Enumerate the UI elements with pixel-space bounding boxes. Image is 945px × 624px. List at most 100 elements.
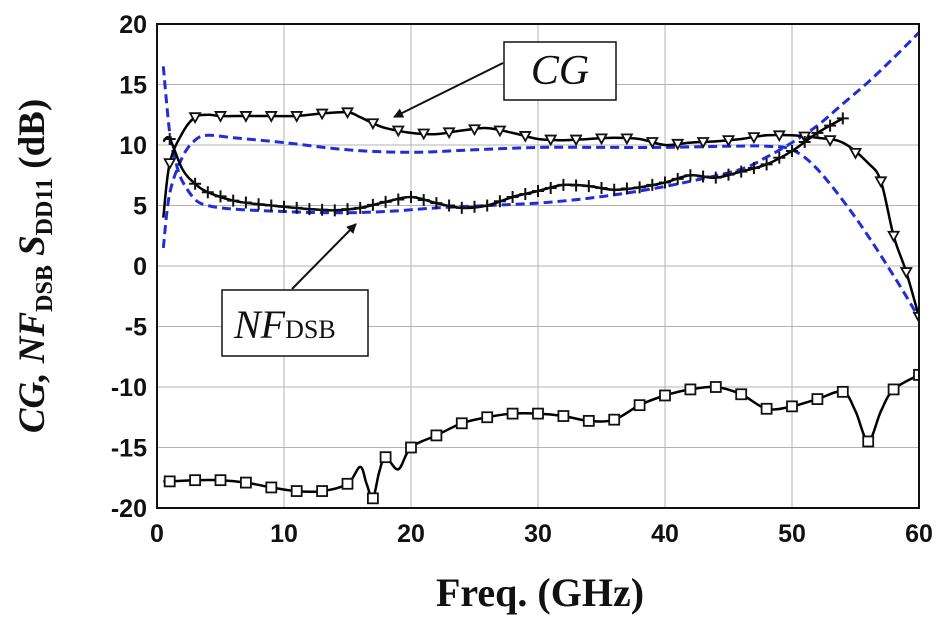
data-point [772,130,786,143]
nf-annotation-arrow [291,223,357,290]
data-point [557,410,570,422]
data-point [430,429,443,442]
x-tick-label: 50 [778,520,806,548]
data-point [747,132,761,144]
data-point [786,400,798,413]
y-tick-label: -20 [111,495,147,523]
data-point [557,178,570,191]
data-point [340,107,355,120]
data-point [671,172,684,185]
data-point [887,230,901,243]
data-point [163,475,176,488]
data-point [430,197,443,210]
data-point [798,135,811,148]
data-point [518,131,532,143]
data-point [912,311,919,324]
data-point [252,198,265,211]
data-point [874,176,888,189]
data-point [519,188,532,201]
data-point [468,200,481,213]
data-point [316,485,329,497]
data-point [405,191,417,204]
data-point [721,135,736,148]
data-point [735,388,748,401]
data-point [391,125,405,138]
data-point [532,184,544,197]
data-point [315,108,329,121]
x-tick-label: 20 [397,520,425,548]
data-point [442,127,456,140]
data-point [582,414,595,427]
data-point [366,118,380,131]
data-point [189,474,202,487]
x-tick-label: 30 [524,520,552,548]
data-point [595,181,608,194]
data-point [913,368,919,381]
data-point [608,183,621,196]
data-point [379,451,392,464]
grid [157,24,919,508]
data-point [189,177,202,190]
data-point [443,199,456,212]
data-point [684,383,697,396]
data-point [239,111,253,123]
measured-curve-plus [162,117,844,212]
nf-annotation-box [221,289,369,357]
data-point [709,171,722,184]
data-point [493,125,507,138]
data-point [265,481,278,494]
data-point [899,267,913,279]
data-point [659,176,671,189]
data-point [214,474,227,487]
data-point [620,133,634,146]
data-point [417,128,431,141]
y-tick-label: 20 [119,11,147,39]
data-point [316,203,329,216]
data-point [188,112,202,125]
data-point [290,485,303,497]
data-point [341,477,354,490]
y-tick-label: -5 [125,314,147,342]
data-point [239,196,252,209]
data-point [544,134,558,147]
x-tick-label: 60 [905,520,933,548]
data-point [290,111,304,123]
data-point [823,135,837,148]
nf-annotation: NFDSB [221,223,369,357]
y-tick-label: -15 [111,435,147,463]
data-point [455,201,468,214]
data-point [366,492,379,505]
data-point [633,181,646,194]
data-point [467,124,482,137]
tick-labels: 0 10 20 30 40 50 60 -20 -15 -10 -5 0 5 10 15 20 [111,11,933,548]
data-point [392,193,405,206]
data-point [620,182,633,195]
data-point [760,402,773,415]
data-point [213,111,228,123]
y-axis-title: CG, NFDSB SDD11 (dB) [12,99,58,433]
y-tick-label: 10 [119,132,147,160]
data-point [506,407,519,420]
data-point [747,161,760,174]
x-axis-title: Freq. (GHz) [436,570,644,615]
data-point [887,383,900,396]
data-point [328,204,341,217]
data-point [594,133,609,146]
data-point [532,407,544,420]
cg-annotation: CG [393,41,617,118]
data-point [645,137,659,149]
data-point [163,132,176,145]
data-point [366,198,379,211]
cg-annotation-arrow [393,62,504,118]
data-point [608,413,621,426]
data-point [481,199,494,212]
data-point [760,158,773,171]
data-point [696,137,710,149]
data-point [773,151,786,164]
data-point [582,180,595,193]
y-tick-label: 0 [133,253,147,281]
y-tick-label: 15 [119,72,147,100]
nf-annotation-label: NFDSB [233,302,336,347]
data-point [214,190,227,203]
